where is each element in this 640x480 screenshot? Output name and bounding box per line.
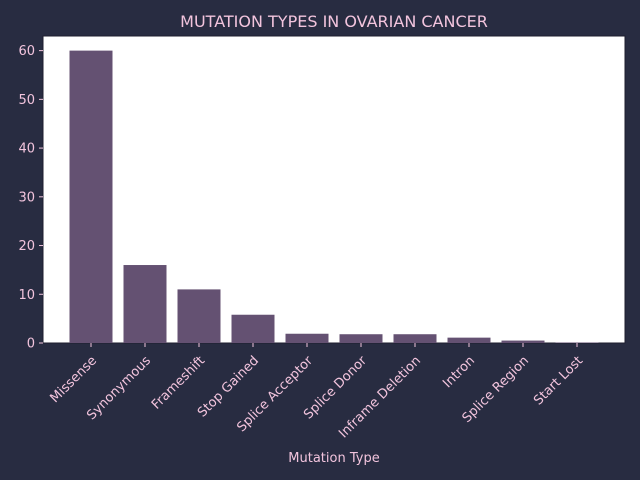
chart-title: MUTATION TYPES IN OVARIAN CANCER xyxy=(180,12,488,31)
bar-inframe-deletion xyxy=(393,334,437,343)
x-tick-label: Start Lost xyxy=(531,353,586,408)
bar-frameshift xyxy=(177,289,221,343)
bars xyxy=(69,50,599,343)
y-tick-label: 10 xyxy=(18,288,35,303)
y-tick-label: 30 xyxy=(18,190,35,205)
x-tick-label: Missense xyxy=(47,353,100,406)
bar-splice-donor xyxy=(339,334,383,343)
x-tick-label: Frameshift xyxy=(149,353,208,412)
y-axis: 0 10 20 30 40 50 60 xyxy=(18,44,43,352)
bar-synonymous xyxy=(123,265,167,343)
y-tick-label: 0 xyxy=(27,337,35,352)
bar-stop-gained xyxy=(231,314,275,343)
x-tick-label: Intron xyxy=(440,353,478,391)
bar-splice-acceptor xyxy=(285,333,329,343)
y-tick-label: 20 xyxy=(18,239,35,254)
x-axis-label: Mutation Type xyxy=(288,451,379,466)
y-tick-label: 40 xyxy=(18,142,35,157)
bar-missense xyxy=(69,50,113,343)
y-tick-label: 60 xyxy=(18,44,35,59)
bar-splice-region xyxy=(501,340,545,343)
bar-intron xyxy=(447,337,491,343)
y-tick-label: 50 xyxy=(18,93,35,108)
